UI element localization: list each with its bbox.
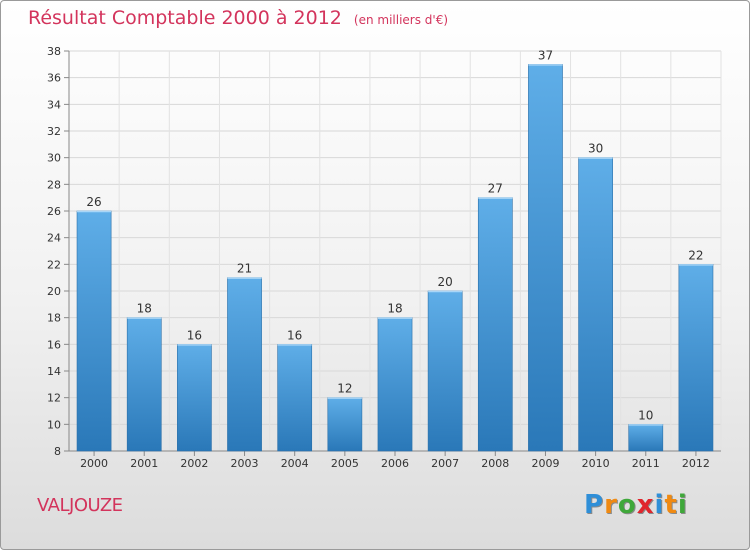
bar [76, 210, 112, 452]
x-tick-label: 2004 [281, 457, 309, 470]
logo-letter: i [677, 490, 688, 520]
y-tick-label: 22 [47, 258, 61, 271]
bar [578, 157, 613, 452]
y-tick-label: 36 [47, 72, 61, 85]
y-tick-label: 24 [47, 232, 61, 245]
logo-letter: o [617, 490, 637, 520]
bar-value-label: 21 [237, 262, 252, 276]
bar-value-label: 18 [137, 302, 152, 316]
y-tick-label: 20 [47, 285, 61, 298]
bar-value-label: 26 [86, 195, 101, 209]
logo-letter: t [664, 490, 678, 520]
location-name: VALJOUZE [37, 495, 123, 516]
y-tick-label: 10 [47, 418, 61, 431]
bar [377, 317, 413, 452]
bar [427, 290, 463, 452]
bar [528, 64, 563, 452]
bar-value-label: 16 [287, 328, 302, 342]
bar-value-label: 27 [488, 182, 503, 196]
y-tick-label: 34 [47, 98, 61, 111]
labels: 8 10 12 14 16 18 20 22 24 26 28 30 32 34 36 38 26 2000 18 2… [47, 45, 710, 470]
y-tick-label: 8 [54, 445, 61, 458]
bar [678, 264, 714, 452]
logo-letter: i [654, 490, 665, 520]
y-tick-label: 30 [47, 152, 61, 165]
y-tick-label: 18 [47, 312, 61, 325]
chart-title: Résultat Comptable 2000 à 2012 (en millie… [28, 7, 448, 29]
x-tick-label: 2001 [130, 457, 158, 470]
x-tick-label: 2008 [481, 457, 509, 470]
y-tick-label: 38 [47, 45, 61, 58]
y-tick-label: 28 [47, 178, 61, 191]
bar [227, 277, 262, 452]
y-tick-label: 14 [47, 365, 61, 378]
x-tick-label: 2002 [180, 457, 208, 470]
x-tick-label: 2012 [682, 457, 710, 470]
bar [477, 197, 513, 452]
bar [327, 397, 363, 452]
bar-value-label: 16 [187, 328, 202, 342]
x-tick-label: 2009 [531, 457, 559, 470]
x-tick-label: 2005 [331, 457, 359, 470]
logo-letter: x [636, 490, 655, 520]
logo-letter: P [584, 490, 605, 520]
y-tick-label: 32 [47, 125, 61, 138]
bar-value-label: 30 [588, 142, 603, 156]
y-tick-label: 12 [47, 392, 61, 405]
bar-value-label: 37 [538, 48, 553, 62]
bar-value-label: 10 [638, 408, 653, 422]
bars [76, 64, 714, 452]
logo-letter: r [604, 490, 618, 520]
bar [277, 344, 313, 452]
y-tick-label: 16 [47, 338, 61, 351]
bar-value-label: 12 [337, 382, 352, 396]
x-tick-label: 2007 [431, 457, 459, 470]
x-tick-label: 2003 [231, 457, 259, 470]
bar-value-label: 18 [387, 302, 402, 316]
proxiti-logo: Proxiti [584, 490, 688, 520]
x-tick-label: 2000 [80, 457, 108, 470]
y-tick-label: 26 [47, 205, 61, 218]
x-tick-label: 2011 [632, 457, 660, 470]
bar [126, 317, 162, 452]
bar-value-label: 22 [688, 248, 703, 262]
chart-title-unit: (en milliers d'€) [353, 13, 449, 27]
bar [628, 424, 664, 452]
x-tick-label: 2006 [381, 457, 409, 470]
x-tick-label: 2010 [582, 457, 610, 470]
bar-value-label: 20 [438, 275, 453, 289]
bar [177, 344, 212, 452]
chart-title-main: Résultat Comptable 2000 à 2012 [28, 7, 342, 29]
